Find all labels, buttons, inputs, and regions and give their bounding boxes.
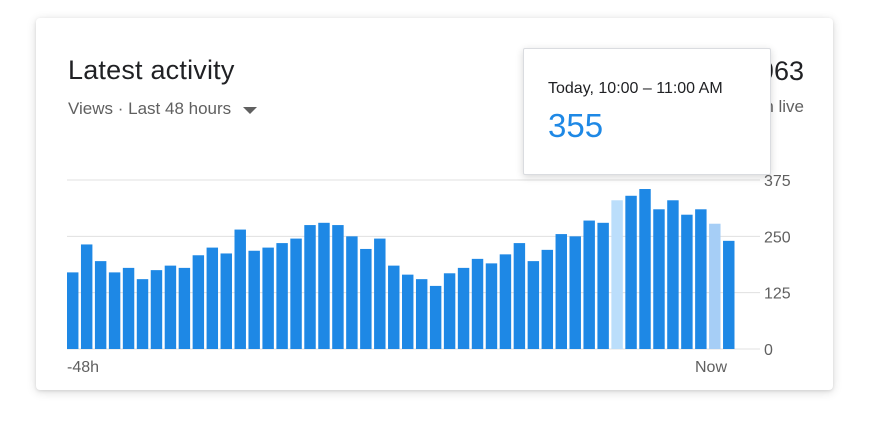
bar[interactable] [457, 267, 470, 349]
bar[interactable] [346, 236, 358, 349]
x-tick-label: -48h [67, 359, 99, 376]
bar[interactable] [192, 255, 205, 349]
y-tick-label: 250 [764, 229, 791, 246]
bar[interactable] [639, 189, 651, 349]
bar[interactable] [318, 222, 330, 349]
bar[interactable] [667, 200, 679, 349]
bar[interactable] [178, 267, 191, 349]
y-tick-label: 125 [764, 286, 791, 303]
bar[interactable] [513, 243, 526, 349]
bar[interactable] [723, 240, 735, 349]
tooltip-value: 355 [548, 107, 604, 144]
bar[interactable] [262, 247, 274, 349]
bar[interactable] [67, 272, 79, 349]
bar[interactable] [611, 200, 623, 349]
bar[interactable] [429, 285, 442, 349]
bar[interactable] [569, 236, 581, 349]
bar[interactable] [583, 220, 595, 349]
bar[interactable] [80, 244, 93, 349]
bar[interactable] [415, 279, 428, 349]
bar[interactable] [374, 238, 386, 349]
bar[interactable] [541, 249, 554, 349]
y-tick-label: 0 [764, 342, 773, 359]
bar[interactable] [136, 279, 149, 349]
bar[interactable] [164, 265, 177, 349]
bar[interactable] [402, 274, 414, 349]
bar[interactable] [360, 248, 372, 349]
x-tick-label: Now [695, 359, 727, 376]
bar[interactable] [276, 243, 288, 349]
bar[interactable] [443, 273, 456, 349]
bar[interactable] [653, 209, 665, 349]
bar[interactable] [555, 234, 567, 349]
realtime-views-label: n live [764, 97, 804, 116]
caret-down-icon [243, 106, 258, 114]
bar[interactable] [220, 253, 232, 349]
tooltip-title: Today, 10:00 – 11:00 AM [548, 80, 723, 97]
bar[interactable] [695, 209, 707, 349]
bar[interactable] [290, 238, 302, 349]
card-title: Latest activity [68, 55, 235, 85]
bar[interactable] [625, 195, 637, 349]
bar[interactable] [304, 225, 316, 349]
metric-period-dropdown[interactable]: Views · Last 48 hours [68, 99, 258, 119]
bar[interactable] [332, 225, 344, 349]
bar[interactable] [206, 247, 219, 349]
bar[interactable] [471, 258, 484, 349]
dropdown-label: Views · Last 48 hours [68, 99, 232, 118]
bar[interactable] [681, 214, 693, 349]
bar[interactable] [94, 261, 107, 349]
bar[interactable] [485, 263, 498, 349]
y-tick-label: 375 [764, 173, 791, 190]
bar[interactable] [108, 272, 121, 349]
bar[interactable] [234, 229, 246, 349]
bar[interactable] [248, 250, 260, 349]
bar[interactable] [388, 265, 400, 349]
bar[interactable] [499, 254, 512, 349]
bar[interactable] [597, 222, 609, 349]
bar[interactable] [150, 270, 163, 349]
bar[interactable] [527, 261, 540, 349]
bar[interactable] [122, 267, 135, 349]
bar[interactable] [709, 223, 721, 349]
chart-tooltip: Today, 10:00 – 11:00 AM 355 [523, 48, 771, 175]
